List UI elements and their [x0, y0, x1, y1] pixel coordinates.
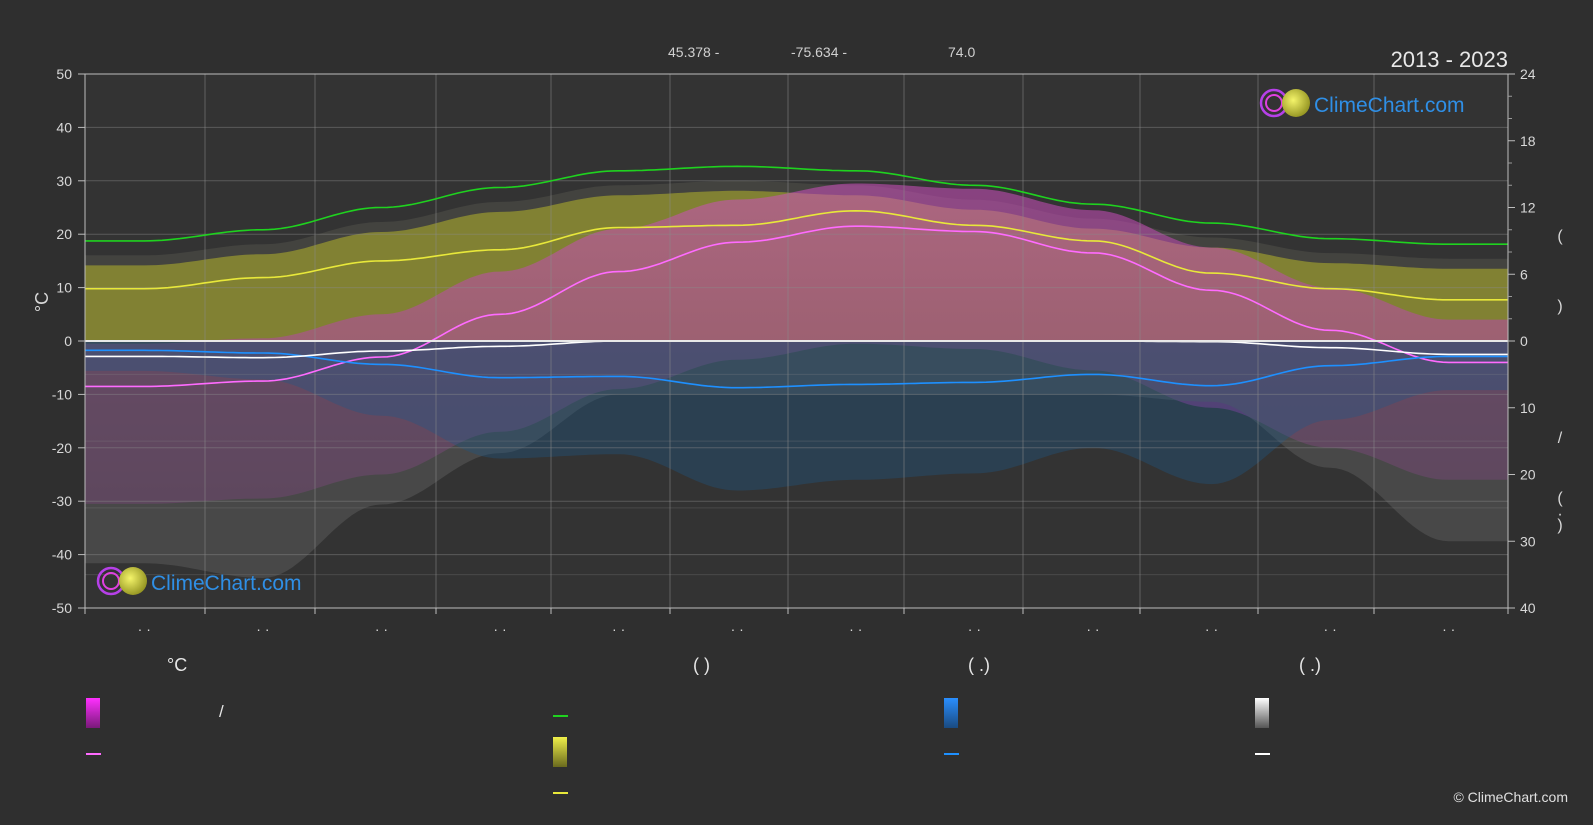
left-tick-label: 0	[64, 333, 72, 349]
logo-text: ClimeChart.com	[1314, 94, 1465, 117]
right-axis-label-fragment: )	[1557, 517, 1562, 534]
left-tick-label: 10	[56, 280, 72, 296]
left-tick-label: -30	[52, 493, 72, 509]
x-tick-label: · ·	[968, 621, 981, 637]
right-axis-label-fragment: )	[1557, 298, 1562, 315]
legend-sun-heading: ( )	[693, 655, 710, 675]
data-bands	[85, 180, 1508, 578]
x-axis-ticks: · · · · · · · · · · · · · · · · · · · · · · · ·	[84, 608, 1509, 637]
legend-max-temp-swatch	[86, 753, 101, 755]
rain-area	[85, 341, 1508, 491]
elevation-label: 74.0	[948, 44, 975, 60]
logo-icon	[96, 566, 147, 596]
right-tick-label-hours: 6	[1520, 266, 1528, 282]
left-tick-label: -10	[52, 386, 72, 402]
x-tick-label: · ·	[849, 621, 862, 637]
logo-top: ClimeChart.com	[1259, 88, 1465, 118]
right-tick-label-mm: 40	[1520, 600, 1536, 616]
latitude-label: 45.378 -	[668, 44, 720, 60]
legend-rain-line-swatch	[944, 753, 959, 755]
legend-snow-line-swatch	[1255, 753, 1270, 755]
right-axis-label-fragment: /	[1558, 430, 1563, 447]
copyright: © ClimeChart.com	[1453, 789, 1568, 805]
right-axis-label-fragment: (	[1557, 228, 1563, 245]
right-tick-label-mm: 30	[1520, 533, 1536, 549]
left-tick-label: -40	[52, 547, 72, 563]
right-tick-label-hours: 24	[1520, 66, 1536, 82]
left-tick-label: -50	[52, 600, 72, 616]
legend-daylight-swatch	[553, 715, 568, 717]
longitude-label: -75.634 -	[791, 44, 847, 60]
right-axis-label-fragment: ·	[1557, 506, 1562, 523]
max-temperature-line	[85, 225, 1508, 388]
logo-bottom: ClimeChart.com	[96, 566, 302, 596]
left-tick-label: 40	[56, 119, 72, 135]
x-tick-label: · ·	[493, 621, 506, 637]
legend-temp-range-swatch	[86, 698, 100, 728]
left-tick-label: -20	[52, 440, 72, 456]
x-tick-label: · ·	[138, 621, 151, 637]
legend-rain-heading: ( .)	[968, 655, 990, 675]
legend-snow-heading: ( .)	[1299, 655, 1321, 675]
logo-icon	[1259, 88, 1310, 118]
legend-sunshine-line-swatch	[553, 792, 568, 794]
legend-sunshine-swatch	[553, 737, 567, 767]
logo-text: ClimeChart.com	[151, 572, 302, 595]
x-tick-label: · ·	[1324, 621, 1337, 637]
daylight-line	[85, 165, 1508, 245]
right-tick-label-hours: 12	[1520, 200, 1536, 216]
x-tick-label: · ·	[1442, 621, 1455, 637]
right-tick-label-hours: 18	[1520, 133, 1536, 149]
left-tick-label: 50	[56, 66, 72, 82]
x-tick-label: · ·	[1086, 621, 1099, 637]
snow-area	[85, 341, 1508, 578]
legend-temp-heading: °C	[167, 655, 188, 675]
plot-area	[84, 73, 1509, 609]
rain-line	[85, 349, 1508, 389]
legend: °C ( ) ( .) ( .) /	[0, 650, 1593, 800]
left-axis-label: °C	[32, 292, 52, 312]
right-tick-label-hours: 0	[1520, 333, 1528, 349]
x-tick-label: · ·	[612, 621, 625, 637]
right-axis-label-fragment: (	[1557, 490, 1563, 507]
x-tick-label: · ·	[731, 621, 744, 637]
left-axis-ticks: 50 40 30 20 10 0 -10 -20 -30 -40 -50	[52, 66, 85, 616]
x-tick-label: · ·	[1205, 621, 1218, 637]
right-tick-label-mm: 20	[1520, 467, 1536, 483]
left-tick-label: 30	[56, 173, 72, 189]
legend-snow-swatch	[1255, 698, 1269, 728]
right-tick-label-mm: 10	[1520, 400, 1536, 416]
chart-period-title: 2013 - 2023	[1391, 47, 1508, 72]
x-tick-label: · ·	[256, 621, 269, 637]
legend-slash: /	[219, 702, 224, 721]
left-tick-label: 20	[56, 226, 72, 242]
legend-rain-swatch	[944, 698, 958, 728]
x-tick-label: · ·	[375, 621, 388, 637]
sunshine-line	[85, 209, 1508, 301]
